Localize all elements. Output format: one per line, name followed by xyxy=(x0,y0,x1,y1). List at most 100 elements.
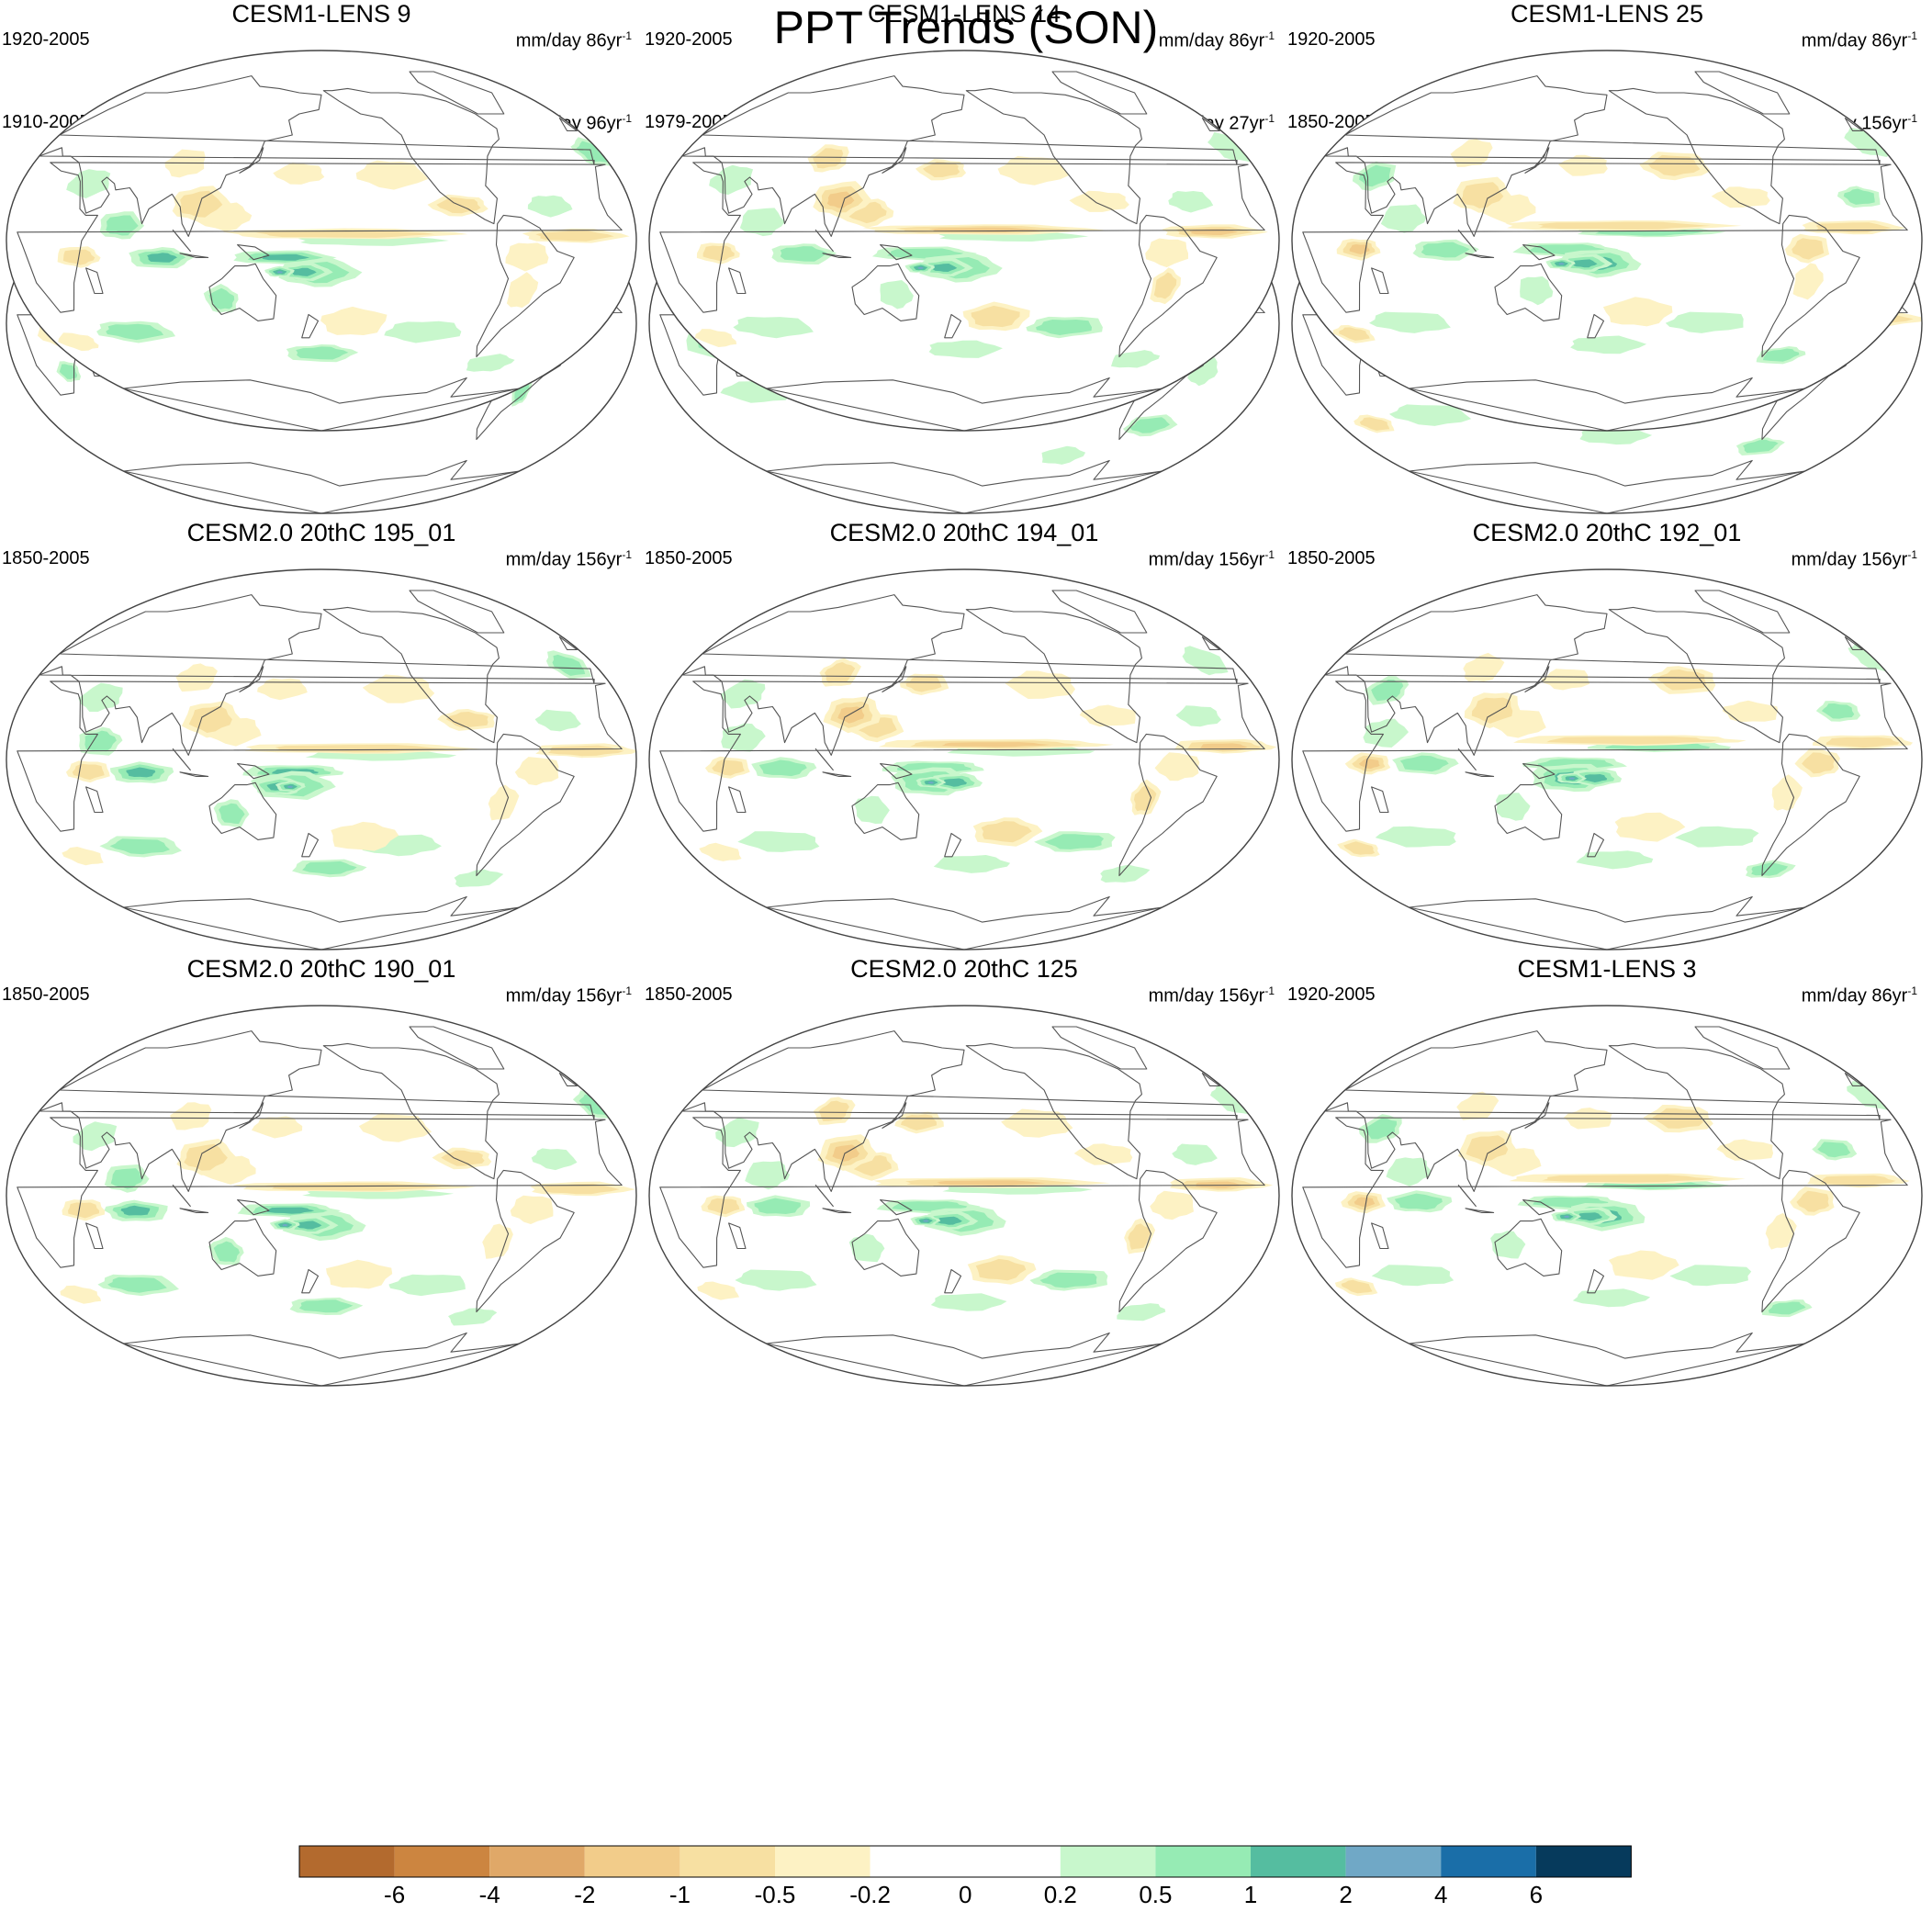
trend-contour xyxy=(1363,718,1409,748)
units-exponent: -1 xyxy=(622,548,632,561)
units-period: 156yr xyxy=(1861,113,1908,134)
trend-contour xyxy=(1716,1139,1774,1161)
trend-contour xyxy=(1792,238,1825,260)
coastline xyxy=(208,782,277,840)
trend-contour xyxy=(780,246,828,262)
coastline xyxy=(1494,263,1563,321)
panel-period: 1920-2005 xyxy=(1287,29,1376,50)
coastline xyxy=(1457,229,1477,253)
trend-contour xyxy=(1466,1135,1509,1163)
trend-contour xyxy=(702,245,735,262)
trend-contour xyxy=(84,730,117,752)
trend-contour xyxy=(298,1299,354,1313)
coastline xyxy=(85,1222,104,1250)
panel-period: 1920-2005 xyxy=(2,29,90,50)
coastline xyxy=(1201,1073,1220,1086)
coastline xyxy=(1694,71,1791,115)
trend-contour xyxy=(1343,841,1376,855)
trend-contour xyxy=(510,1195,554,1224)
trend-contour xyxy=(1460,182,1504,208)
coastlines xyxy=(17,590,623,950)
colorbar-swatch xyxy=(870,1846,966,1877)
trend-contour xyxy=(1537,221,1711,230)
trend-contour xyxy=(1365,1118,1398,1140)
trend-contour xyxy=(445,712,489,728)
trend-contour xyxy=(1380,204,1427,233)
map-border xyxy=(1291,1005,1923,1387)
coastline xyxy=(1522,244,1556,261)
trend-contour xyxy=(355,160,429,190)
trend-contour xyxy=(448,1308,498,1326)
units-exponent: -1 xyxy=(1264,29,1275,42)
panel-title: CESM2.0 20thC 194_01 xyxy=(829,519,1099,546)
coastline xyxy=(659,1117,1265,1268)
coastlines xyxy=(659,1026,1265,1386)
trend-contour xyxy=(699,842,742,861)
trend-contour xyxy=(1339,327,1370,341)
trend-contour xyxy=(1079,704,1137,727)
colorbar-tick-label: 1 xyxy=(1244,1881,1257,1908)
map-panel: CESM2.0 20thC 190_01 1850-2005 mm/day 156y… xyxy=(0,955,643,1392)
trend-contour xyxy=(1542,1175,1715,1183)
colorbar-tick-label: -0.2 xyxy=(849,1881,891,1908)
trend-contour xyxy=(488,784,520,821)
trend-contour xyxy=(1073,1143,1133,1165)
trend-contour xyxy=(547,745,624,757)
trend-contour xyxy=(930,1293,1007,1311)
trend-contour xyxy=(170,1102,212,1130)
units-exponent: -1 xyxy=(1907,112,1917,125)
units-period: 156yr xyxy=(1219,549,1265,570)
trend-contour xyxy=(1369,311,1451,333)
map-panel: CESM1-LENS 25 1920-2005 mm/day 86yr-1 xyxy=(1286,0,1928,437)
coastline xyxy=(1051,590,1148,634)
trend-contour xyxy=(543,1183,620,1195)
coastline xyxy=(814,1184,834,1208)
map-field xyxy=(1292,1006,1922,1386)
colorbar-swatch xyxy=(1441,1846,1536,1877)
panel-units: mm/day 156yr-1 xyxy=(1149,543,1275,572)
trend-contour xyxy=(818,1100,849,1121)
trend-contour xyxy=(917,266,924,269)
units-exponent: -1 xyxy=(1907,548,1917,561)
coastline xyxy=(814,229,834,253)
trend-contour xyxy=(1463,652,1505,682)
world-map xyxy=(1291,50,1923,432)
coastline xyxy=(1302,1117,1908,1268)
trend-contour xyxy=(1570,335,1647,354)
coastline xyxy=(1118,733,1218,877)
trend-contour xyxy=(482,1223,513,1259)
trend-contour xyxy=(68,1202,100,1219)
units-period: 96yr xyxy=(586,113,623,134)
trend-contour xyxy=(709,164,754,196)
trend-contour xyxy=(712,759,745,776)
trend-contour xyxy=(466,354,515,372)
coastline xyxy=(1761,1169,1860,1313)
panel-title: CESM1-LENS 3 xyxy=(1517,955,1697,983)
map-panel: CESM1-LENS 14 1920-2005 mm/day 86yr-1 xyxy=(643,0,1286,437)
coastline xyxy=(1608,1042,1785,1180)
coastline xyxy=(1371,1222,1389,1250)
trend-contour xyxy=(880,280,914,309)
trend-contour xyxy=(1450,139,1493,167)
colorbar-swatch xyxy=(1251,1846,1346,1877)
trend-contour xyxy=(1394,1193,1443,1210)
coastline xyxy=(322,87,500,225)
trend-contour xyxy=(927,782,935,784)
trend-contour xyxy=(1039,1272,1097,1288)
trend-contour xyxy=(302,860,357,875)
figure-title: PPT Trends (SON) xyxy=(773,2,1159,53)
panel-period: 1850-2005 xyxy=(1287,548,1376,568)
coastline xyxy=(1524,1102,1550,1129)
coastline xyxy=(39,594,595,756)
coastline xyxy=(208,263,277,321)
trend-contour xyxy=(1558,263,1565,265)
coastline xyxy=(1118,214,1218,358)
coastline xyxy=(822,253,852,258)
trend-contour xyxy=(320,306,388,335)
trend-contour xyxy=(733,316,814,339)
map-border xyxy=(6,568,637,950)
units-period: 156yr xyxy=(1219,985,1265,1007)
trend-contour xyxy=(1579,427,1653,445)
coastline xyxy=(1118,1169,1218,1313)
colorbar-frame xyxy=(298,1845,1632,1878)
